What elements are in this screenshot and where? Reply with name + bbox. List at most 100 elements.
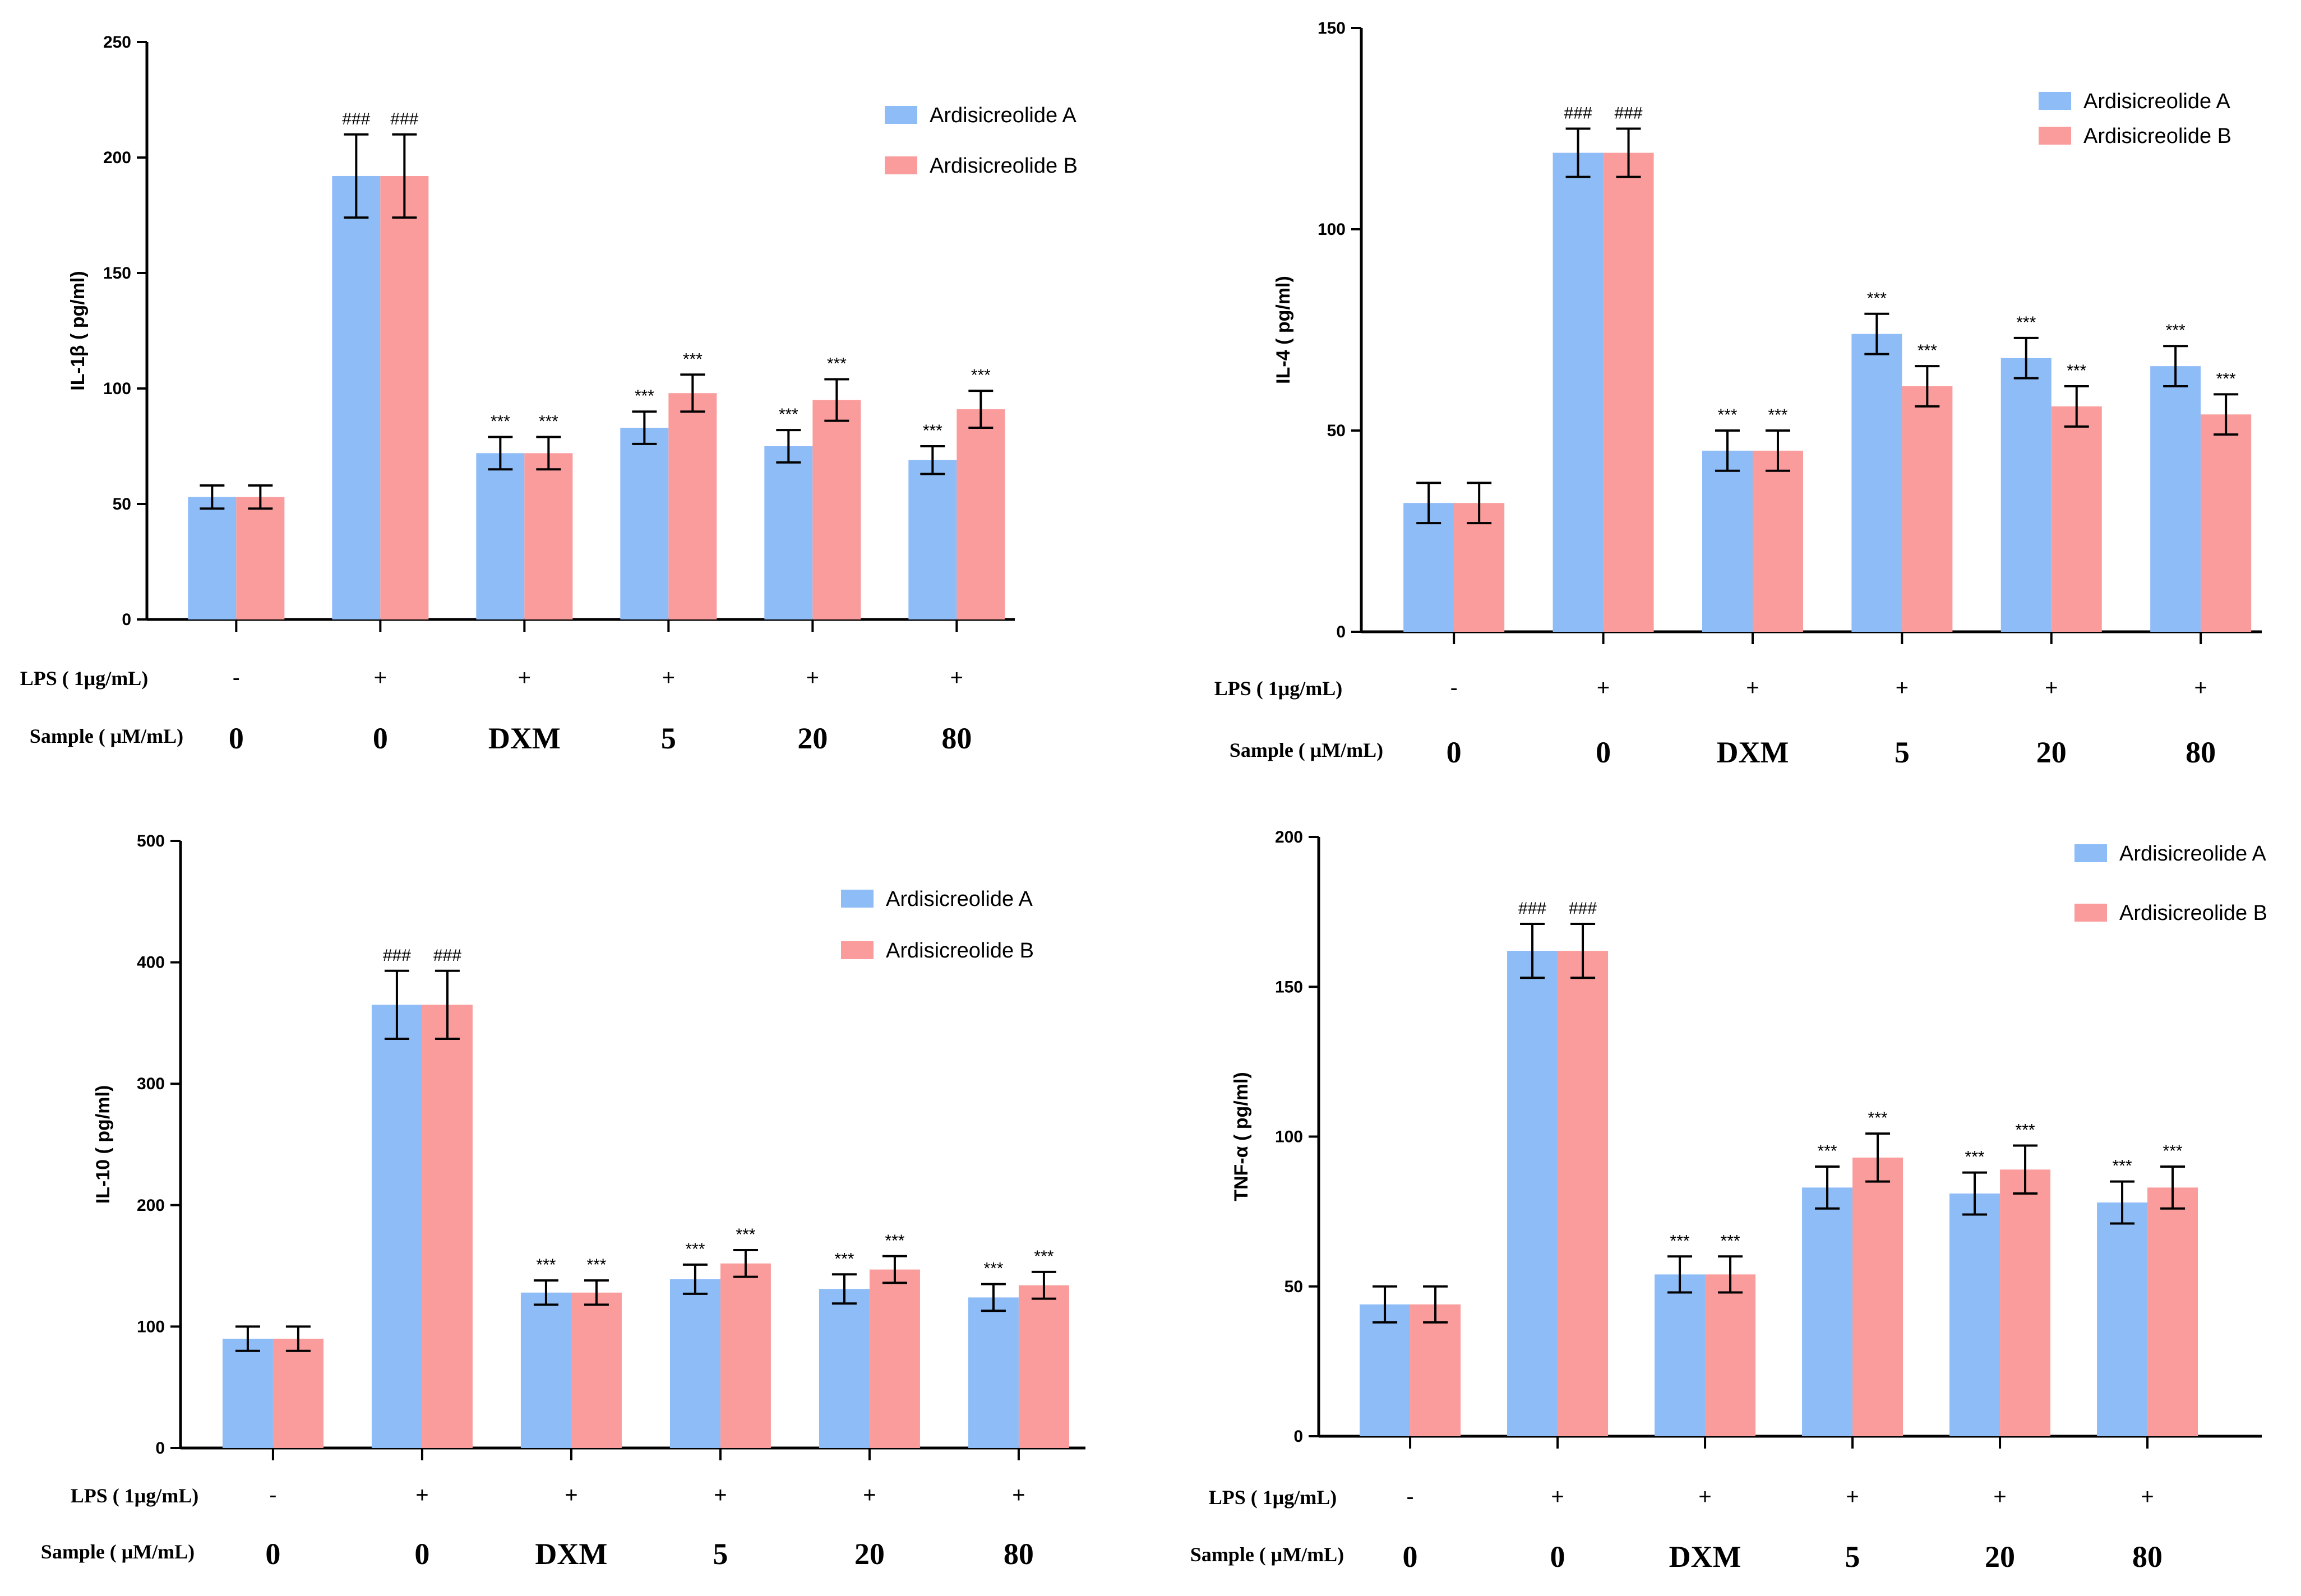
- bar-ardisicreolide-a: [332, 175, 381, 620]
- y-tick-label: 0: [1336, 623, 1346, 641]
- bar-ardisicreolide-b: [1558, 951, 1609, 1436]
- significance-mark: ***: [2166, 321, 2186, 340]
- sample-value: 5: [661, 721, 676, 755]
- y-tick-label: 100: [137, 1317, 165, 1336]
- chart-panel-3: 0 100 200 300 400 500 IL-10 ( pg/ml) - 0 ### ### +0…: [41, 832, 1085, 1571]
- sample-value: DXM: [535, 1537, 607, 1571]
- sample-value: 80: [1004, 1537, 1034, 1571]
- sample-value: 5: [1845, 1540, 1860, 1574]
- sample-row-label: Sample ( μM/mL): [30, 725, 183, 747]
- bar-ardisicreolide-a: [1507, 951, 1558, 1436]
- y-tick-label: 200: [1275, 828, 1303, 846]
- y-tick-label: 100: [103, 380, 131, 398]
- y-tick-label: 400: [137, 954, 165, 972]
- bar-ardisicreolide-b: [571, 1292, 622, 1448]
- sample-value: 0: [1447, 735, 1462, 769]
- y-tick-label: 150: [103, 264, 131, 283]
- bar-ardisicreolide-a: [2150, 366, 2201, 632]
- significance-mark: ***: [834, 1250, 854, 1268]
- y-tick-label: 150: [1275, 978, 1303, 996]
- bar-ardisicreolide-a: [371, 1005, 422, 1448]
- y-tick-label: 50: [1327, 422, 1346, 440]
- significance-mark: ###: [383, 946, 411, 965]
- bar-ardisicreolide-a: [620, 428, 669, 619]
- sample-value: 80: [941, 721, 972, 755]
- bar-ardisicreolide-a: [1655, 1274, 1706, 1436]
- sample-value: 80: [2186, 735, 2216, 769]
- bar-ardisicreolide-b: [2201, 414, 2252, 632]
- sample-value: 20: [1985, 1540, 2015, 1574]
- chart-panel-4: 0 50 100 150 200 TNF-α ( pg/ml) - 0 ### ### +0 *** *…: [1190, 828, 2267, 1574]
- sample-row-label: Sample ( μM/mL): [1190, 1543, 1344, 1566]
- y-tick-label: 0: [1293, 1427, 1303, 1446]
- bar-ardisicreolide-a: [2000, 358, 2052, 632]
- bar-ardisicreolide-a: [1553, 152, 1604, 632]
- lps-value: +: [2141, 1484, 2154, 1509]
- significance-mark: ***: [736, 1225, 755, 1244]
- bar-ardisicreolide-b: [1902, 386, 1953, 632]
- legend-label-ardisicreolide-a: Ardisicreolide A: [2119, 842, 2267, 866]
- significance-mark: ###: [1569, 899, 1597, 918]
- significance-mark: ###: [1564, 104, 1592, 123]
- legend-label-ardisicreolide-b: Ardisicreolide B: [2083, 124, 2231, 148]
- bar-ardisicreolide-a: [1403, 503, 1454, 632]
- lps-value: +: [518, 665, 531, 690]
- y-axis-label: TNF-α ( pg/ml): [1231, 1072, 1252, 1201]
- significance-mark: ***: [2016, 1121, 2035, 1140]
- bar-ardisicreolide-a: [968, 1297, 1019, 1448]
- legend-label-ardisicreolide-a: Ardisicreolide A: [2083, 90, 2231, 113]
- sample-value: 5: [713, 1537, 728, 1571]
- sample-value: DXM: [1669, 1540, 1741, 1574]
- sample-value: 20: [797, 721, 828, 755]
- lps-value: +: [1896, 676, 1909, 700]
- lps-value: +: [662, 665, 675, 690]
- significance-mark: ***: [923, 422, 942, 440]
- bar-ardisicreolide-a: [520, 1292, 571, 1448]
- legend-swatch-ardisicreolide-a: [841, 890, 874, 908]
- y-axis-label: IL-10 ( pg/ml): [93, 1085, 114, 1204]
- significance-mark: ***: [983, 1260, 1003, 1278]
- legend-swatch-ardisicreolide-b: [841, 941, 874, 959]
- y-tick-label: 0: [122, 610, 131, 629]
- bar-ardisicreolide-a: [669, 1279, 720, 1448]
- lps-value: +: [950, 665, 963, 690]
- lps-value: +: [1746, 676, 1759, 700]
- significance-mark: ***: [2216, 369, 2236, 388]
- bar-ardisicreolide-b: [1852, 1157, 1903, 1436]
- y-tick-label: 150: [1318, 19, 1346, 38]
- significance-mark: ***: [1768, 406, 1787, 424]
- legend-swatch-ardisicreolide-a: [2074, 844, 2107, 862]
- legend-label-ardisicreolide-a: Ardisicreolide A: [930, 104, 1077, 127]
- bar-ardisicreolide-b: [380, 175, 429, 620]
- bar-ardisicreolide-a: [1360, 1304, 1411, 1436]
- significance-mark: ***: [491, 413, 510, 431]
- sample-value: 0: [1596, 735, 1611, 769]
- bar-ardisicreolide-b: [1454, 503, 1505, 632]
- bar-ardisicreolide-a: [2097, 1202, 2148, 1436]
- legend-label-ardisicreolide-b: Ardisicreolide B: [2119, 901, 2267, 925]
- lps-row-label: LPS ( 1μg/mL): [1214, 677, 1342, 700]
- significance-mark: ***: [1917, 341, 1937, 360]
- y-tick-label: 500: [137, 832, 165, 850]
- bar-ardisicreolide-b: [2051, 406, 2102, 632]
- chart-panel-1: 0 50 100 150 200 250 IL-1β ( pg/ml) - 0 ### ### +0 *…: [20, 33, 1078, 755]
- chart-panel-2: 0 50 100 150 IL-4 ( pg/ml) - 0 ### ### +0 *** *** + D…: [1214, 19, 2262, 769]
- lps-value: +: [863, 1483, 876, 1507]
- significance-mark: ***: [971, 366, 991, 385]
- y-tick-label: 50: [113, 495, 131, 514]
- bar-ardisicreolide-b: [2147, 1187, 2198, 1436]
- significance-mark: ***: [2163, 1142, 2183, 1160]
- bar-ardisicreolide-b: [1018, 1285, 1069, 1448]
- significance-mark: ***: [586, 1256, 606, 1274]
- y-tick-label: 50: [1285, 1278, 1303, 1296]
- legend-label-ardisicreolide-b: Ardisicreolide B: [886, 939, 1034, 963]
- sample-value: 20: [2036, 735, 2067, 769]
- sample-value: DXM: [1716, 735, 1789, 769]
- bar-ardisicreolide-b: [668, 393, 717, 619]
- legend-swatch-ardisicreolide-b: [885, 156, 917, 174]
- significance-mark: ###: [433, 946, 461, 965]
- significance-mark: ***: [885, 1232, 904, 1250]
- y-tick-label: 0: [155, 1439, 165, 1458]
- bar-ardisicreolide-a: [1949, 1193, 2000, 1436]
- lps-value: +: [714, 1483, 727, 1507]
